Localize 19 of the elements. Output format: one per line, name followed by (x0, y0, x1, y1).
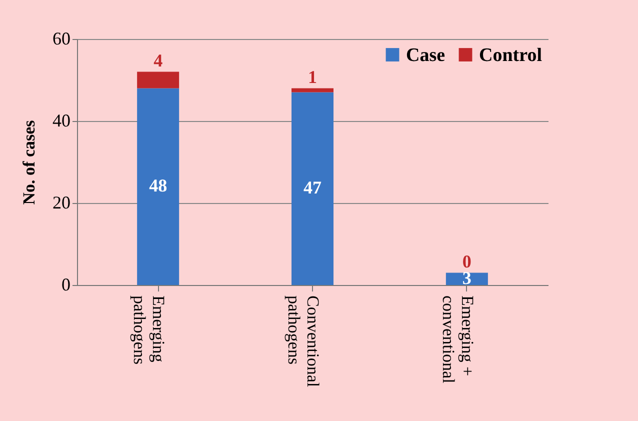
y-axis-title: No. of cases (20, 120, 38, 205)
data-label: 4 (154, 50, 163, 71)
y-tick-label: 20 (52, 192, 70, 212)
bar (292, 92, 334, 285)
x-tick-label: Emerging pathogens (130, 296, 168, 364)
legend-label: Control (479, 44, 542, 66)
x-tick-label: Emerging + conventional (438, 296, 477, 384)
bar (292, 88, 334, 92)
bar (137, 88, 180, 285)
bar (137, 72, 180, 88)
x-tick-label: Conventional pathogens (284, 296, 322, 388)
y-tick-label: 60 (52, 28, 70, 48)
data-label: 1 (308, 66, 317, 87)
legend-label: Case (406, 44, 446, 66)
data-label: 47 (304, 178, 322, 198)
data-label: 48 (149, 176, 168, 196)
y-tick-label: 40 (52, 110, 70, 130)
y-tick-label: 0 (62, 274, 70, 294)
bar (446, 272, 488, 285)
